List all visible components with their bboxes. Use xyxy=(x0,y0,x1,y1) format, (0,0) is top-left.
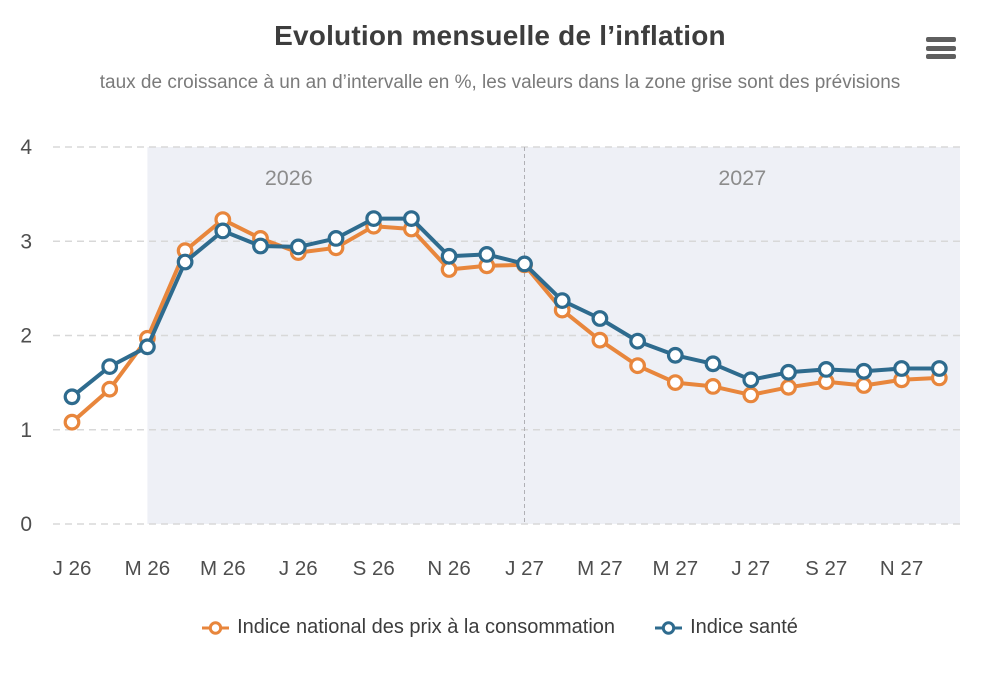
legend-label-indice-national: Indice national des prix à la consommati… xyxy=(237,616,616,638)
x-axis-label-1: M 26 xyxy=(125,557,171,580)
series-marker-indice-sante-O26[interactable] xyxy=(403,210,420,228)
series-marker-indice-sante-N27[interactable] xyxy=(893,360,910,377)
series-marker-indice-sante-F26[interactable] xyxy=(101,358,119,376)
x-axis-label-10: S 27 xyxy=(805,557,847,580)
series-marker-indice-national-A27[interactable] xyxy=(629,357,646,375)
context-menu-button[interactable] xyxy=(920,28,962,68)
series-marker-indice-sante-M27[interactable] xyxy=(591,310,609,327)
series-marker-indice-national-J26[interactable] xyxy=(63,413,81,431)
y-axis-label-1: 1 xyxy=(20,419,32,442)
x-axis-label-6: J 27 xyxy=(505,557,544,580)
series-marker-indice-sante-J27[interactable] xyxy=(704,355,722,373)
series-marker-indice-sante-N26[interactable] xyxy=(440,247,458,265)
x-axis-label-4: S 26 xyxy=(353,557,395,580)
series-marker-indice-sante-J27[interactable] xyxy=(516,255,533,273)
series-marker-indice-national-O27[interactable] xyxy=(855,377,873,394)
line-chart-plot-area: 0 1 2 3 4 2026 2027 J 26 M 26 M 26 J 26 S 26 N 26 J 2… xyxy=(20,136,961,580)
y-axis-label-3: 3 xyxy=(20,230,32,253)
cpi-legend-marker-icon xyxy=(202,620,230,635)
legend-item-indice-sante[interactable]: Indice santé xyxy=(655,616,798,639)
series-marker-indice-national-J27[interactable] xyxy=(704,378,722,395)
series-marker-indice-national-M27[interactable] xyxy=(591,331,609,349)
series-marker-indice-sante-A27[interactable] xyxy=(629,332,646,350)
x-axis-label-2: M 26 xyxy=(200,557,246,580)
series-marker-indice-sante-A26[interactable] xyxy=(327,229,345,247)
x-axis-label-8: M 27 xyxy=(653,557,699,580)
year-label-2027: 2027 xyxy=(718,166,766,190)
year-label-2026: 2026 xyxy=(265,166,313,190)
chart-title: Evolution mensuelle de l’inflation xyxy=(274,20,726,51)
x-axis-label-0: J 26 xyxy=(53,557,92,580)
series-marker-indice-sante-A27[interactable] xyxy=(780,363,797,381)
legend-item-indice-national[interactable]: Indice national des prix à la consommati… xyxy=(202,616,615,639)
series-marker-indice-sante-D27[interactable] xyxy=(930,360,948,377)
series-marker-indice-national-N26[interactable] xyxy=(440,261,458,278)
series-marker-indice-sante-D26[interactable] xyxy=(478,245,496,263)
chart-subtitle: taux de croissance à un an d’intervalle … xyxy=(99,72,901,93)
series-marker-indice-national-M27[interactable] xyxy=(666,374,684,392)
legend-label-indice-sante: Indice santé xyxy=(690,616,798,638)
y-axis-label-4: 4 xyxy=(20,136,32,159)
series-marker-indice-national-J27[interactable] xyxy=(742,386,760,404)
series-marker-indice-sante-A26[interactable] xyxy=(176,253,194,271)
health-legend-marker-icon xyxy=(655,620,683,635)
series-marker-indice-sante-F27[interactable] xyxy=(553,292,571,310)
y-axis-label-2: 2 xyxy=(20,325,32,348)
series-marker-indice-sante-J27[interactable] xyxy=(742,371,760,389)
series-marker-indice-sante-M26[interactable] xyxy=(138,338,156,356)
series-marker-indice-sante-J26[interactable] xyxy=(289,238,307,256)
x-axis-label-7: M 27 xyxy=(577,557,623,580)
series-marker-indice-sante-S27[interactable] xyxy=(817,361,835,378)
legend: Indice national des prix à la consommati… xyxy=(0,616,1000,639)
x-axis-label-9: J 27 xyxy=(731,557,770,580)
series-marker-indice-sante-M26[interactable] xyxy=(214,222,232,240)
series-marker-indice-sante-J26[interactable] xyxy=(252,237,269,255)
x-axis-label-11: N 27 xyxy=(880,557,923,580)
series-marker-indice-national-A27[interactable] xyxy=(780,378,797,396)
series-marker-indice-sante-O27[interactable] xyxy=(855,362,873,380)
hamburger-icon xyxy=(926,37,956,59)
x-axis-label-5: N 26 xyxy=(427,557,470,580)
series-marker-indice-sante-J26[interactable] xyxy=(63,388,81,406)
series-marker-indice-national-F26[interactable] xyxy=(101,380,119,398)
y-axis-label-0: 0 xyxy=(20,513,32,536)
series-marker-indice-sante-S26[interactable] xyxy=(365,210,383,228)
series-marker-indice-sante-M27[interactable] xyxy=(666,346,684,364)
x-axis-label-3: J 26 xyxy=(279,557,318,580)
